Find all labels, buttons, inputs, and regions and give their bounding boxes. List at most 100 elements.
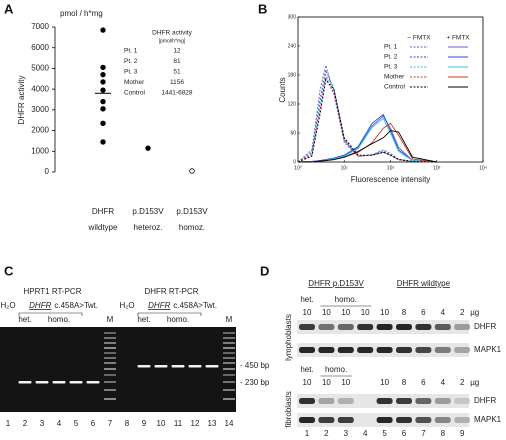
amount-label: 2 [460,378,465,387]
ladder-band [104,352,116,354]
lane-number: 2 [324,429,329,438]
pcr-band [137,365,151,368]
wildtype-label: wt. [87,301,98,310]
cell-type: lymphoblasts [284,314,293,361]
ladder-band [223,362,235,364]
blot-band [318,347,335,353]
pcr-band [171,365,185,368]
lane-number: 13 [208,419,217,428]
ladder-band [104,347,116,349]
amount-label: 10 [361,308,370,317]
ladder-band [223,374,235,376]
pcr-band [86,381,100,384]
y-tick-label: 4000 [31,84,49,93]
x-tick-label: 10³ [433,165,441,171]
category-label: p.D153V [132,207,164,216]
blot-band [434,417,451,423]
mutation-label: DHFR c.458A>T [148,301,208,310]
y-tick-label: 0 [293,159,296,165]
y-tick-label: 6000 [31,43,49,52]
amount-label: 8 [402,378,407,387]
ladder-band [104,389,116,391]
lane-number: 3 [344,429,349,438]
lane-number: 6 [91,419,96,428]
blot-band [396,324,412,330]
assay-title: DHFR RT-PCR [144,287,198,296]
ladder-band [223,398,235,400]
blot-band [454,347,471,353]
blot-band [376,417,393,423]
blot-band [454,324,471,330]
amount-label: 2 [460,308,465,317]
size-marker: - 450 bp [240,361,270,370]
table-row-name: Pt. 3 [124,69,138,76]
lane-number: 7 [108,419,113,428]
legend-header: – FMTX [407,35,431,42]
protein-label: DHFR [474,322,496,331]
lane-number: 8 [125,419,130,428]
blot-band [299,347,315,353]
lane-number: 4 [57,419,62,428]
ladder-band [223,352,235,354]
ladder-band [104,381,116,383]
blot-band [318,417,335,423]
pcr-band [18,381,32,384]
table-row-value: 12 [173,48,181,55]
data-point [189,168,195,174]
data-point [100,139,106,145]
cell-type: fibroblasts [284,391,293,427]
lane-number: 1 [6,419,11,428]
data-point [100,79,106,85]
blot-band [318,324,335,330]
mutation-name: c.458A>T [173,301,208,310]
x-tick-label: 10² [387,165,395,171]
unit-label: pmol / h*mg [60,9,103,18]
table-row-name: Control [124,90,146,97]
ladder-band [104,374,116,376]
ladder-band [223,368,235,370]
blot-band [434,324,451,330]
blot-band [376,398,393,404]
panel-label: C [4,263,14,278]
legend-label: Mother [384,74,405,81]
mutation-name: c.458A>T [54,301,89,310]
amount-label: 10 [303,378,312,387]
marker-label: M [226,315,233,324]
lane-number: 7 [421,429,426,438]
table-title: DHFR activity [152,30,192,37]
pcr-band [69,381,83,384]
legend-label: Pt. 1 [384,44,398,51]
unit-label: µg [470,308,479,317]
ladder-band [104,357,116,359]
table-row-name: Mother [124,79,145,86]
histogram-minus [297,78,437,163]
table-unit: [pmol/h*mg] [159,38,186,44]
gel [0,327,236,412]
amount-label: 6 [421,308,426,317]
lane-number: 11 [174,419,183,428]
table-row-value: 81 [173,58,181,65]
blot-band [434,398,451,404]
category-sublabel: heteroz. [134,223,163,232]
blot-band [396,347,412,353]
data-point [100,64,106,71]
y-tick-label: 7000 [31,22,49,31]
ladder-band [223,342,235,344]
amount-label: 4 [441,308,446,317]
category-label: DHFR [92,207,114,216]
unit-label: µg [470,378,479,387]
amount-label: 10 [303,308,312,317]
pcr-band [154,365,168,368]
gene-name: DHFR [148,301,170,310]
blot-band [357,324,374,330]
legend-header: + FMTX [446,35,470,42]
lane-number: 8 [441,429,446,438]
y-tick-label: 180 [288,72,297,78]
blot-band [415,417,432,423]
blot-band [337,324,354,330]
x-tick-label: 10¹ [341,165,349,171]
histogram-plus [298,122,437,163]
blot-band [318,398,335,404]
